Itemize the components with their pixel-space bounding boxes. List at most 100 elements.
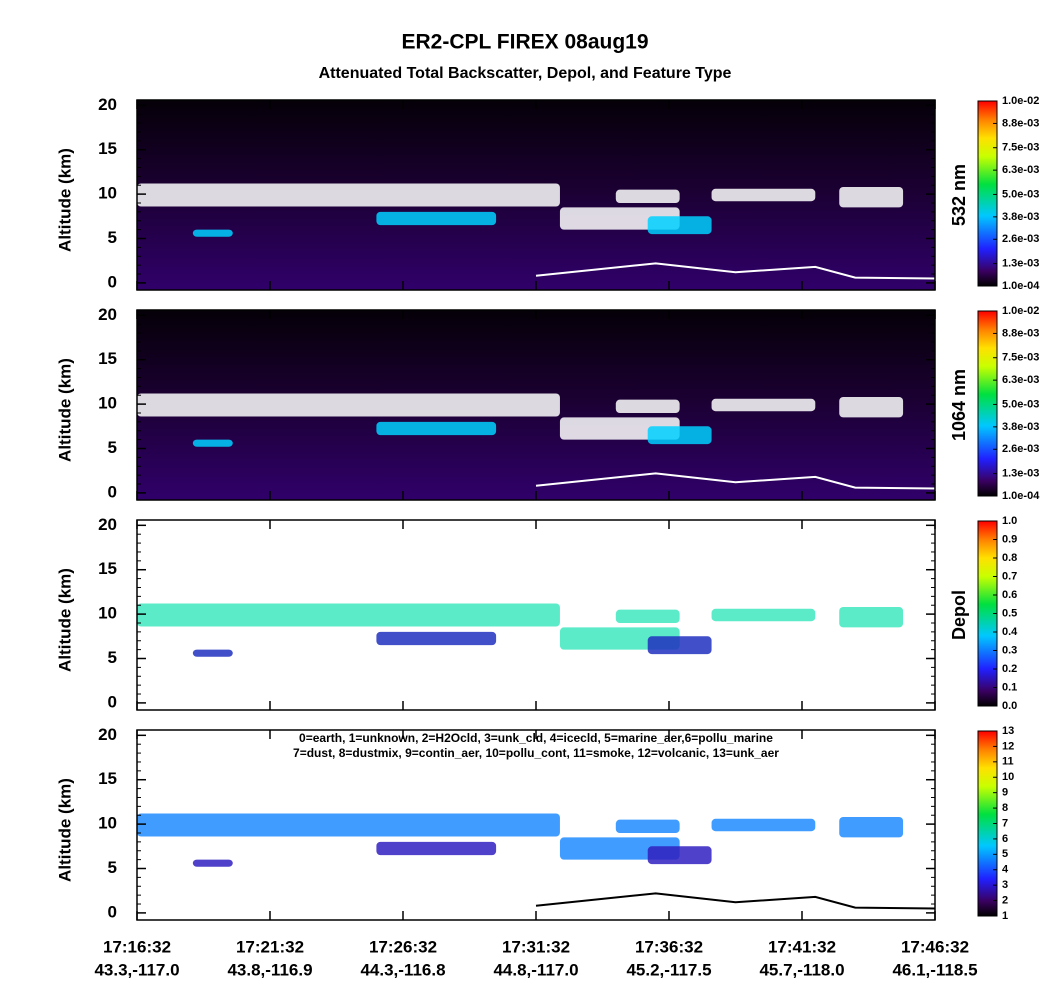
feature-region xyxy=(839,397,904,418)
y-tick-label: 15 xyxy=(98,769,117,788)
panel: 0 5 10 15 20 Altitude (km) 0.0 0.1 0.2 0.3 0.4 0.5 0… xyxy=(55,515,1018,712)
feature-region xyxy=(615,819,680,833)
y-tick-label: 10 xyxy=(98,814,117,833)
surface-return xyxy=(535,472,936,490)
y-tick-label: 10 xyxy=(98,604,117,623)
x-tick-label: 43.8,-116.9 xyxy=(227,960,312,979)
y-tick-label: 0 xyxy=(108,902,117,921)
colorbar-tick-label: 10 xyxy=(1002,771,1014,783)
y-tick-label: 15 xyxy=(98,559,117,578)
colorbar-label: 1064 nm xyxy=(949,369,969,441)
x-tick-label: 17:26:32 xyxy=(369,937,437,956)
colorbar-tick-label: 3.8e-03 xyxy=(1002,211,1039,223)
colorbar-tick-label: 12 xyxy=(1002,740,1014,752)
y-tick-label: 10 xyxy=(98,394,117,413)
y-tick-label: 0 xyxy=(108,272,117,291)
y-tick-label: 20 xyxy=(98,725,117,744)
colorbar-tick-label: 0.5 xyxy=(1002,607,1017,619)
colorbar-tick-label: 2.6e-03 xyxy=(1002,233,1039,245)
colorbar-tick-label: 11 xyxy=(1002,756,1014,768)
feature-region xyxy=(711,188,816,202)
colorbar-tick-label: 13 xyxy=(1002,725,1014,737)
colorbar-tick-label: 0.1 xyxy=(1002,681,1017,693)
y-tick-label: 0 xyxy=(108,482,117,501)
colorbar-tick-label: 0.8 xyxy=(1002,552,1017,564)
feature-region xyxy=(137,813,560,837)
surface-return xyxy=(535,892,936,910)
colorbar-tick-label: 1.0e-04 xyxy=(1002,280,1040,292)
y-tick-label: 20 xyxy=(98,515,117,534)
feature-region xyxy=(839,817,904,838)
y-tick-label: 20 xyxy=(98,95,117,114)
colorbar-tick-label: 7.5e-03 xyxy=(1002,142,1039,154)
colorbar-tick-label: 3 xyxy=(1002,879,1008,891)
colorbar-tick-label: 1.3e-03 xyxy=(1002,467,1039,479)
colorbar-tick-label: 9 xyxy=(1002,787,1008,799)
colorbar-tick-label: 0.7 xyxy=(1002,570,1017,582)
y-tick-label: 5 xyxy=(108,648,117,667)
x-tick-label: 17:31:32 xyxy=(502,937,570,956)
x-tick-label: 17:36:32 xyxy=(635,937,703,956)
feature-region xyxy=(647,846,712,865)
chart-subtitle: Attenuated Total Backscatter, Depol, and… xyxy=(319,65,732,82)
colorbar-tick-label: 1.0 xyxy=(1002,515,1017,527)
feature-region xyxy=(137,183,560,207)
colorbar-tick-label: 2 xyxy=(1002,894,1008,906)
colorbar-tick-label: 1.0e-04 xyxy=(1002,490,1040,502)
colorbar-tick-label: 5.0e-03 xyxy=(1002,188,1039,200)
feature-region xyxy=(615,609,680,623)
colorbar xyxy=(977,310,998,497)
colorbar-tick-label: 0.2 xyxy=(1002,663,1017,675)
colorbar-tick-label: 7.5e-03 xyxy=(1002,352,1039,364)
y-axis-label: Altitude (km) xyxy=(55,778,74,882)
x-tick-label: 45.7,-118.0 xyxy=(759,960,844,979)
colorbar-tick-label: 8.8e-03 xyxy=(1002,117,1039,129)
feature-region xyxy=(192,859,233,867)
colorbar-tick-label: 1.3e-03 xyxy=(1002,257,1039,269)
feature-region xyxy=(839,187,904,208)
colorbar-tick-label: 3.8e-03 xyxy=(1002,421,1039,433)
colorbar-tick-label: 5 xyxy=(1002,848,1008,860)
feature-region xyxy=(376,421,497,436)
y-tick-label: 15 xyxy=(98,139,117,158)
colorbar-tick-label: 8.8e-03 xyxy=(1002,327,1039,339)
colorbar-tick-label: 4 xyxy=(1002,864,1009,876)
x-tick-label: 45.2,-117.5 xyxy=(626,960,711,979)
y-tick-label: 5 xyxy=(108,858,117,877)
legend-line: 0=earth, 1=unknown, 2=H2Ocld, 3=unk_cld,… xyxy=(299,731,773,745)
colorbar-label: 532 nm xyxy=(949,164,969,226)
x-tick-label: 46.1,-118.5 xyxy=(892,960,977,979)
feature-region xyxy=(192,649,233,657)
feature-region xyxy=(376,631,497,646)
colorbar-label: Depol xyxy=(949,590,969,640)
colorbar-tick-label: 0.6 xyxy=(1002,589,1017,601)
y-tick-label: 10 xyxy=(98,184,117,203)
panel: 0 5 10 15 20 Altitude (km) 1.0e-04 1.3e-03 2.6e-… xyxy=(55,305,1040,502)
y-axis-label: Altitude (km) xyxy=(55,568,74,672)
feature-region xyxy=(647,426,712,445)
colorbar-tick-label: 1.0e-02 xyxy=(1002,95,1039,107)
y-axis-label: Altitude (km) xyxy=(55,358,74,462)
colorbar-tick-label: 6 xyxy=(1002,833,1008,845)
colorbar-tick-label: 1 xyxy=(1002,910,1008,922)
chart-title: ER2-CPL FIREX 08aug19 xyxy=(401,31,648,54)
colorbar-tick-label: 1.0e-02 xyxy=(1002,305,1039,317)
feature-region xyxy=(137,393,560,417)
feature-region xyxy=(711,818,816,832)
colorbar-tick-label: 0.4 xyxy=(1002,626,1018,638)
feature-region xyxy=(711,398,816,412)
feature-region xyxy=(647,636,712,655)
colorbar-tick-label: 0.3 xyxy=(1002,644,1017,656)
colorbar-tick-label: 5.0e-03 xyxy=(1002,398,1039,410)
feature-region xyxy=(711,608,816,622)
colorbar-tick-label: 7 xyxy=(1002,817,1008,829)
y-axis-label: Altitude (km) xyxy=(55,148,74,252)
colorbar xyxy=(977,100,998,287)
x-tick-label: 43.3,-117.0 xyxy=(94,960,179,979)
feature-region xyxy=(839,607,904,628)
colorbar-tick-label: 6.3e-03 xyxy=(1002,374,1039,386)
feature-region xyxy=(647,216,712,235)
colorbar-tick-label: 0.9 xyxy=(1002,533,1017,545)
